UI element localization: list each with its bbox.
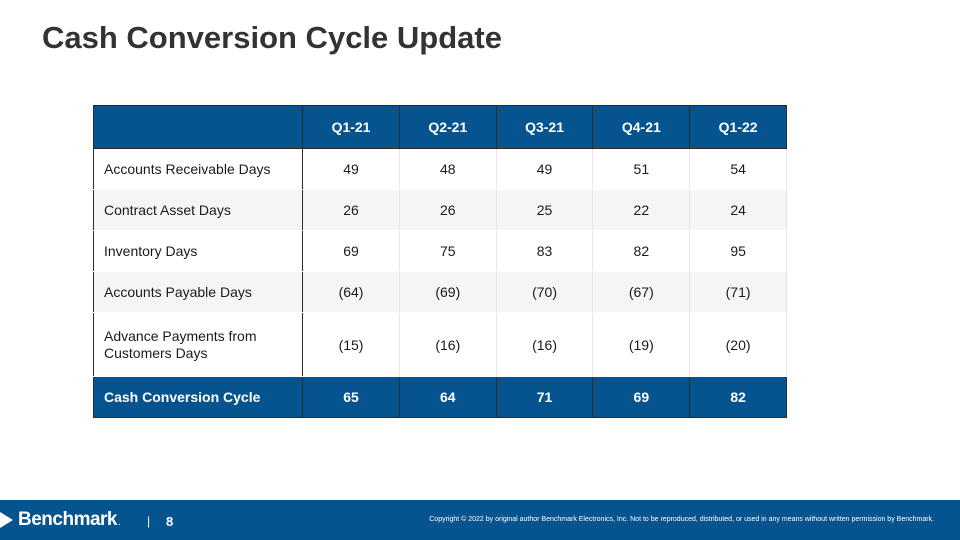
total-cell: 65 (302, 376, 400, 418)
column-header-q1-22: Q1-22 (689, 105, 787, 149)
table-cell: 82 (592, 230, 691, 272)
table-cell: 51 (592, 148, 691, 190)
row-label: Accounts Payable Days (93, 271, 304, 313)
table-cell: 24 (689, 189, 787, 231)
column-header-blank (92, 105, 304, 149)
logo-arrow-icon (0, 512, 13, 528)
column-header-q1-21: Q1-21 (302, 105, 400, 149)
footer-separator: | (147, 514, 151, 528)
table-cell: 22 (592, 189, 691, 231)
logo-dot: . (118, 517, 121, 528)
copyright-notice: Copyright © 2022 by original author Benc… (429, 516, 934, 523)
column-header-q3-21: Q3-21 (495, 105, 594, 149)
page-number: 8 (166, 514, 174, 529)
total-cell: 82 (689, 376, 787, 418)
table-header-row: Q1-21 Q2-21 Q3-21 Q4-21 Q1-22 (92, 105, 787, 149)
table-cell: (15) (302, 312, 400, 377)
table-cell: 26 (399, 189, 497, 231)
table-total-row: Cash Conversion Cycle 65 64 71 69 82 (92, 376, 787, 418)
table-cell: 49 (302, 148, 400, 190)
table-cell: (67) (592, 271, 691, 313)
table-cell: (16) (496, 312, 594, 377)
total-row-label: Cash Conversion Cycle (92, 376, 304, 418)
table-cell: (69) (399, 271, 497, 313)
table-cell: (70) (496, 271, 594, 313)
table-cell: (71) (689, 271, 787, 313)
column-header-q4-21: Q4-21 (592, 105, 691, 149)
column-header-q2-21: Q2-21 (398, 105, 497, 149)
table-cell: 75 (399, 230, 497, 272)
table-cell: 48 (399, 148, 497, 190)
total-cell: 69 (592, 376, 691, 418)
total-cell: 71 (495, 376, 594, 418)
table-cell: 69 (302, 230, 400, 272)
table-cell: 83 (496, 230, 594, 272)
benchmark-logo: Benchmark . (0, 509, 121, 530)
table-row: Accounts Payable Days (64) (69) (70) (67… (93, 271, 787, 313)
table-row: Advance Payments from Customers Days (15… (93, 312, 787, 377)
row-label: Inventory Days (93, 230, 304, 272)
table-cell: 54 (689, 148, 787, 190)
table-row: Inventory Days 69 75 83 82 95 (93, 230, 787, 272)
table-cell: (16) (399, 312, 497, 377)
page-title: Cash Conversion Cycle Update (42, 20, 502, 55)
cash-conversion-table: Q1-21 Q2-21 Q3-21 Q4-21 Q1-22 Accounts R… (92, 105, 787, 418)
total-cell: 64 (398, 376, 497, 418)
table-cell: (20) (689, 312, 787, 377)
table-cell: 49 (496, 148, 594, 190)
logo-text: Benchmark (18, 509, 118, 530)
table-cell: (64) (302, 271, 400, 313)
row-label: Advance Payments from Customers Days (93, 312, 304, 377)
data-table: Q1-21 Q2-21 Q3-21 Q4-21 Q1-22 Accounts R… (92, 105, 787, 418)
table-cell: 26 (302, 189, 400, 231)
row-label: Contract Asset Days (93, 189, 304, 231)
footer-bar: Benchmark . | 8 Copyright © 2022 by orig… (0, 500, 960, 540)
table-row: Contract Asset Days 26 26 25 22 24 (93, 189, 787, 231)
table-cell: 95 (689, 230, 787, 272)
table-cell: 25 (496, 189, 594, 231)
row-label: Accounts Receivable Days (93, 148, 304, 190)
table-row: Accounts Receivable Days 49 48 49 51 54 (93, 148, 787, 190)
table-cell: (19) (592, 312, 691, 377)
